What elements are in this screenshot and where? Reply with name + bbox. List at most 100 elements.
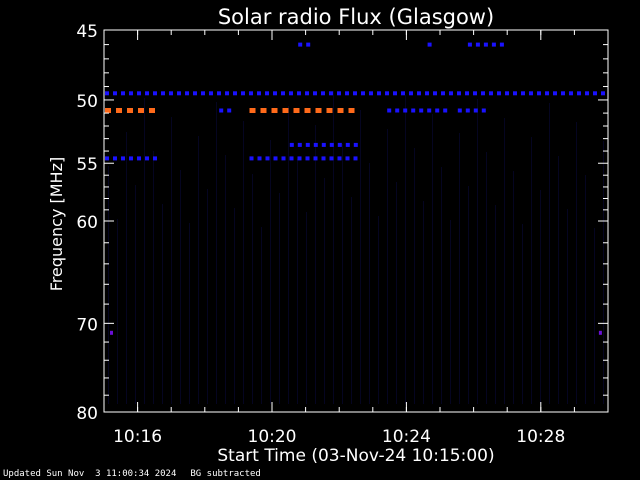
band-cell-low: [121, 91, 125, 96]
noise-streak: [162, 204, 163, 404]
band-cell-low: [113, 91, 117, 96]
band-cell-low: [298, 42, 303, 47]
noise-streak: [270, 140, 271, 404]
band-cell-low: [313, 91, 317, 96]
noise-streak: [252, 174, 253, 404]
noise-streak: [531, 137, 532, 404]
noise-streak: [198, 136, 199, 404]
band-cell-low: [306, 42, 311, 47]
x-axis: 10:16 10:20 10:24 10:28: [103, 30, 609, 447]
band-cell-high: [116, 108, 122, 113]
band-cell-low: [545, 91, 549, 96]
noise-streak: [153, 151, 154, 404]
noise-streak: [180, 170, 181, 404]
band-cell-low: [289, 142, 294, 147]
noise-streak: [117, 219, 118, 404]
band-cell-low: [289, 91, 293, 96]
band-cell-low: [281, 156, 286, 161]
band-cell-low: [345, 142, 350, 147]
noise-streak: [486, 152, 487, 404]
band-cell-low: [217, 91, 221, 96]
band-cell-low: [193, 91, 197, 96]
band-cell-low: [353, 156, 358, 161]
band-cell-low: [257, 156, 262, 161]
band-cell-low: [553, 91, 557, 96]
y-tick-label: 50: [76, 92, 98, 112]
noise-streak: [261, 227, 262, 404]
band-cell-low: [313, 142, 318, 147]
noise-streak: [315, 125, 316, 404]
band-cell-low: [289, 156, 294, 161]
band-cell-high: [105, 108, 111, 113]
band-cell-low: [185, 91, 189, 96]
noise-streak: [351, 197, 352, 404]
plot-area: [104, 30, 608, 412]
band-cell-low: [249, 156, 254, 161]
updated-timestamp: Updated Sun Nov 3 11:00:34 2024: [3, 469, 177, 479]
band-cell-high: [271, 108, 278, 113]
band-cell-low: [457, 108, 462, 113]
noise-streak: [558, 156, 559, 404]
band-cell-low: [297, 156, 302, 161]
noise-streak: [576, 122, 577, 404]
noise-streak: [243, 121, 244, 404]
noise-streak: [378, 216, 379, 404]
band-cell-low: [441, 91, 445, 96]
band-cell-low: [385, 91, 389, 96]
band-cell-low: [411, 108, 416, 113]
x-axis-label: Start Time (03-Nov-24 10:15:00): [217, 446, 494, 466]
band-cell-high: [326, 108, 333, 113]
band-cell-low: [305, 91, 309, 96]
band-cell-low: [513, 91, 517, 96]
band-cell-low: [227, 108, 232, 113]
noise-streak: [405, 95, 406, 404]
band-cell-low: [369, 91, 373, 96]
band-cell-low: [345, 91, 349, 96]
band-cell-low: [361, 91, 365, 96]
noise-streak: [216, 102, 217, 404]
band-cell-high: [127, 108, 133, 113]
band-cell-low: [153, 91, 157, 96]
noise-streak: [234, 208, 235, 404]
band-cell-low: [249, 91, 253, 96]
processing-note: BG subtracted: [190, 469, 261, 479]
band-cell-low: [353, 142, 358, 147]
band-cell-low: [521, 91, 525, 96]
band-cell-low: [395, 108, 400, 113]
x-tick-label: 10:20: [248, 427, 297, 447]
band-cell-low: [401, 91, 405, 96]
band-cell-low: [297, 142, 302, 147]
x-tick-label: 10:28: [516, 427, 565, 447]
noise-streak: [360, 110, 361, 404]
y-tick-label: 45: [76, 22, 98, 42]
band-cell-low: [499, 42, 504, 47]
noise-streak: [423, 201, 424, 404]
band-cell-high: [260, 108, 267, 113]
band-cell-low: [505, 91, 509, 96]
noise-streak: [207, 189, 208, 404]
noise-streak: [108, 166, 109, 404]
noise-streak: [279, 193, 280, 404]
x-tick-label: 10:16: [113, 427, 162, 447]
band-cell-low: [281, 91, 285, 96]
noise-streak: [288, 106, 289, 404]
band-cell-low: [481, 91, 485, 96]
band-cell-low: [465, 91, 469, 96]
band-cell-low: [265, 156, 270, 161]
noise-streak: [189, 223, 190, 404]
band-cell-low: [467, 42, 472, 47]
band-cell-low: [473, 108, 478, 113]
band-cell-low: [137, 91, 141, 96]
y-tick-label: 60: [76, 213, 98, 233]
noise-streak: [468, 186, 469, 404]
band-cell-low: [337, 91, 341, 96]
band-cell-low: [273, 156, 278, 161]
band-cell-low: [113, 156, 117, 161]
band-cell-low: [329, 91, 333, 96]
y-tick-label: 80: [76, 404, 98, 424]
noise-streak: [585, 175, 586, 404]
band-cell-low: [321, 91, 325, 96]
noise-streak: [369, 163, 370, 404]
noise-streak: [342, 144, 343, 404]
band-cell-high: [348, 108, 355, 113]
